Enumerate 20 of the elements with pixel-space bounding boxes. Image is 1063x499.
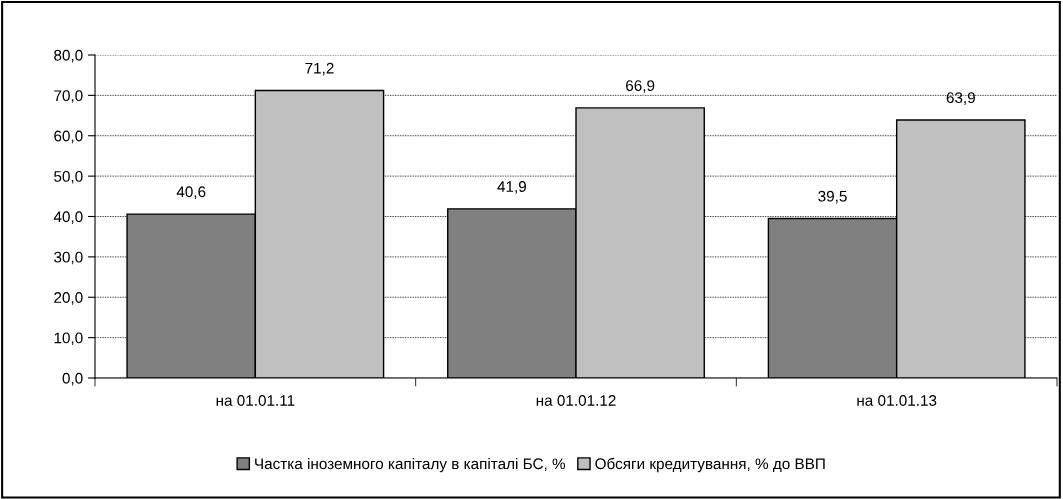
data-label: 71,2 <box>305 62 334 76</box>
y-tick-label: 40,0 <box>53 211 83 224</box>
x-tick-label: на 01.01.12 <box>536 395 616 406</box>
y-tick-label: 20,0 <box>54 292 83 305</box>
x-tick-label: на 01.01.11 <box>216 395 295 406</box>
y-tick-label: 50,0 <box>54 170 83 184</box>
data-label: 63,9 <box>946 92 975 105</box>
data-label: 66,9 <box>626 80 655 93</box>
y-tick-label: 80,0 <box>54 49 83 63</box>
legend-label: Обсяги кредитування, % до ВВП <box>595 457 825 473</box>
data-label: 40,6 <box>176 186 206 199</box>
data-label: 39,5 <box>818 190 847 204</box>
y-tick-label: 60,0 <box>54 130 83 144</box>
data-label: 41,9 <box>497 181 527 194</box>
y-tick-label: 0,0 <box>62 372 83 386</box>
legend-label: Частка іноземного капіталу в капіталі БС, % <box>255 457 566 473</box>
y-tick-label: 10,0 <box>54 332 83 346</box>
x-tick-label: на 01.01.13 <box>857 395 937 406</box>
y-tick-label: 30,0 <box>54 251 83 265</box>
y-tick-label: 70,0 <box>54 90 83 103</box>
